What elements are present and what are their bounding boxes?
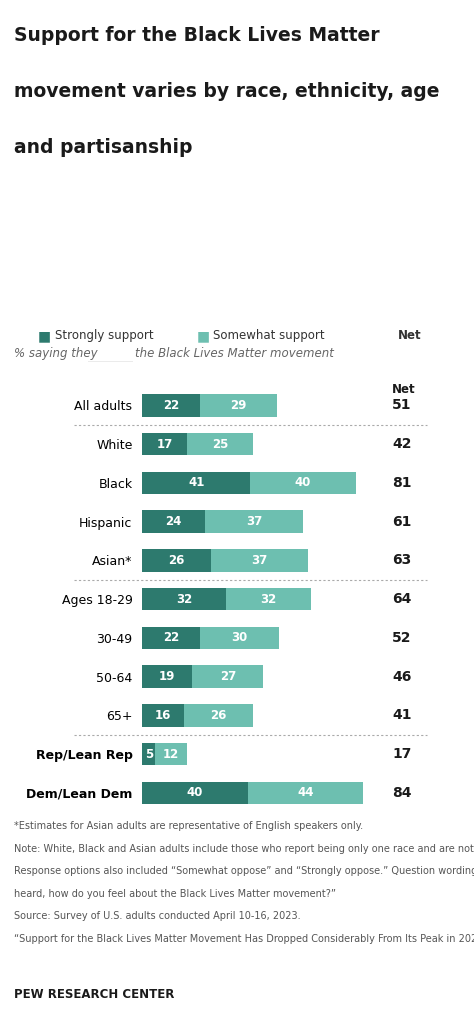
Text: 12: 12 [163, 748, 179, 761]
Text: Note: White, Black and Asian adults include those who report being only one race: Note: White, Black and Asian adults incl… [14, 844, 474, 854]
Text: 17: 17 [156, 437, 173, 451]
Bar [142, 472, 250, 494]
Text: ■: ■ [38, 329, 51, 343]
Bar [184, 705, 253, 726]
Bar [142, 549, 210, 571]
Text: 44: 44 [297, 786, 314, 800]
Text: 61: 61 [392, 514, 412, 528]
Bar [247, 781, 364, 804]
Text: 5: 5 [145, 748, 153, 761]
Text: 81: 81 [392, 476, 412, 489]
Bar [142, 394, 200, 417]
Text: 63: 63 [392, 553, 411, 567]
Bar [155, 742, 187, 765]
Bar [200, 627, 279, 649]
Text: PEW RESEARCH CENTER: PEW RESEARCH CENTER [14, 988, 174, 1001]
Text: and partisanship: and partisanship [14, 138, 193, 158]
Text: 42: 42 [392, 437, 412, 451]
Text: 26: 26 [168, 554, 184, 567]
Bar [142, 666, 192, 688]
Text: 41: 41 [188, 476, 204, 489]
Text: “Support for the Black Lives Matter Movement Has Dropped Considerably From Its P: “Support for the Black Lives Matter Move… [14, 934, 474, 944]
Text: 16: 16 [155, 709, 172, 722]
Bar [142, 705, 184, 726]
Bar [142, 627, 200, 649]
Text: 25: 25 [212, 437, 228, 451]
Bar [142, 781, 247, 804]
Text: *Estimates for Asian adults are representative of English speakers only.: *Estimates for Asian adults are represen… [14, 821, 364, 831]
Bar [192, 666, 264, 688]
Text: 19: 19 [159, 670, 175, 683]
Bar [142, 742, 155, 765]
Text: 37: 37 [251, 554, 267, 567]
Bar [250, 472, 356, 494]
Text: heard, how do you feel about the Black Lives Matter movement?”: heard, how do you feel about the Black L… [14, 889, 336, 899]
Bar [142, 510, 205, 532]
Text: ■: ■ [197, 329, 210, 343]
Text: movement varies by race, ethnicity, age: movement varies by race, ethnicity, age [14, 82, 440, 101]
Text: the Black Lives Matter movement: the Black Lives Matter movement [135, 347, 334, 360]
Text: 84: 84 [392, 785, 412, 800]
Text: 40: 40 [187, 786, 203, 800]
Text: Source: Survey of U.S. adults conducted April 10-16, 2023.: Source: Survey of U.S. adults conducted … [14, 911, 301, 922]
Text: 52: 52 [392, 631, 412, 645]
Text: 26: 26 [210, 709, 227, 722]
Text: 22: 22 [163, 398, 179, 412]
Bar [142, 588, 227, 610]
Text: Net: Net [398, 330, 422, 342]
Text: Net: Net [392, 383, 416, 396]
Text: 51: 51 [392, 398, 412, 413]
Text: Somewhat support: Somewhat support [213, 330, 325, 342]
Text: 27: 27 [219, 670, 236, 683]
Text: 17: 17 [392, 748, 412, 761]
Bar [142, 433, 187, 456]
Text: 24: 24 [165, 515, 182, 528]
Text: % saying they: % saying they [14, 347, 98, 360]
Text: Strongly support: Strongly support [55, 330, 153, 342]
Text: 37: 37 [246, 515, 262, 528]
Bar [200, 394, 276, 417]
Text: 40: 40 [295, 476, 311, 489]
Text: 22: 22 [163, 631, 179, 644]
Text: Response options also included “Somewhat oppose” and “Strongly oppose.” Question: Response options also included “Somewhat… [14, 866, 474, 877]
Text: 64: 64 [392, 592, 412, 606]
Text: 32: 32 [176, 593, 192, 605]
Text: 30: 30 [231, 631, 248, 644]
Text: 46: 46 [392, 670, 412, 684]
Bar [227, 588, 311, 610]
Text: Support for the Black Lives Matter: Support for the Black Lives Matter [14, 26, 380, 45]
Bar [187, 433, 253, 456]
Text: 32: 32 [261, 593, 277, 605]
Bar [210, 549, 308, 571]
Text: 29: 29 [230, 398, 246, 412]
Bar [205, 510, 303, 532]
Text: 41: 41 [392, 709, 412, 722]
